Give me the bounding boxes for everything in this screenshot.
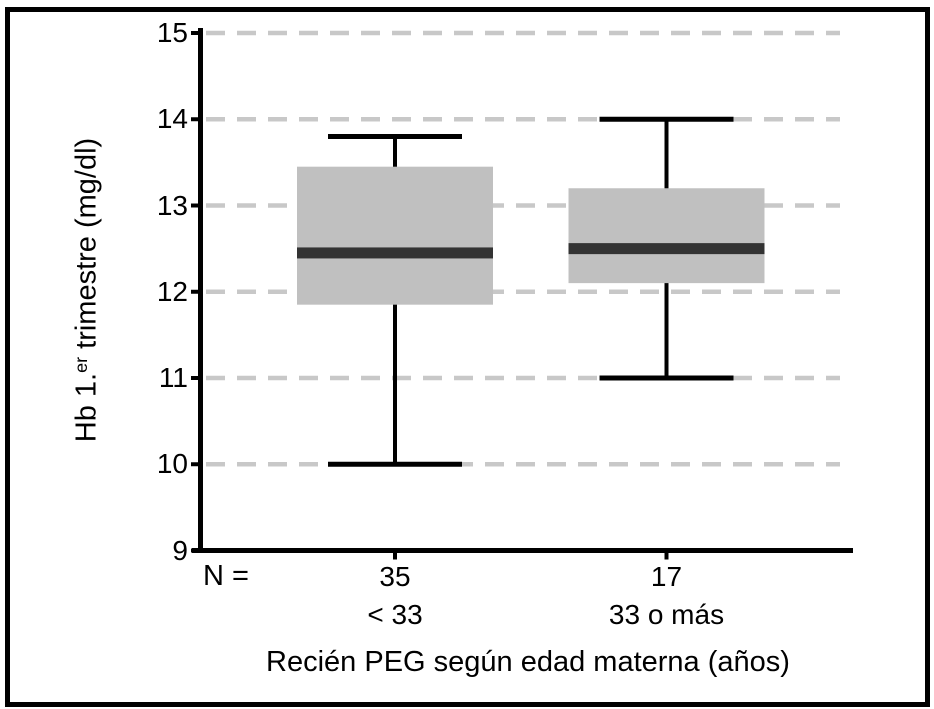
median-band-0	[297, 247, 493, 259]
y-axis-title-superscript: er	[70, 356, 91, 373]
y-tick-label-9: 9	[172, 534, 188, 566]
y-tick-label-13: 13	[156, 189, 188, 221]
category-label-1: 33 o más	[608, 599, 725, 630]
y-axis-title-prefix: Hb 1.	[70, 372, 103, 443]
x-axis-title: Recién PEG según edad materna (años)	[266, 646, 790, 678]
y-axis-title-suffix: trimestre (mg/dl)	[70, 137, 103, 357]
n-value-1: 17	[650, 561, 683, 592]
y-tick-label-11: 11	[158, 362, 188, 393]
y-tick-label-12: 12	[156, 275, 188, 307]
box-iqr-1	[568, 188, 765, 284]
y-axis-title: Hb 1.er trimestre (mg/dl)	[71, 138, 104, 442]
box-iqr-0	[297, 166, 493, 305]
n-equals-label: N =	[203, 560, 249, 592]
y-tick-label-10: 10	[156, 448, 188, 480]
y-tick-label-14: 14	[156, 103, 188, 135]
category-label-0: < 33	[367, 599, 423, 630]
median-band-1	[568, 243, 765, 255]
n-value-0: 35	[379, 561, 411, 592]
y-tick-label-15: 15	[156, 17, 188, 48]
